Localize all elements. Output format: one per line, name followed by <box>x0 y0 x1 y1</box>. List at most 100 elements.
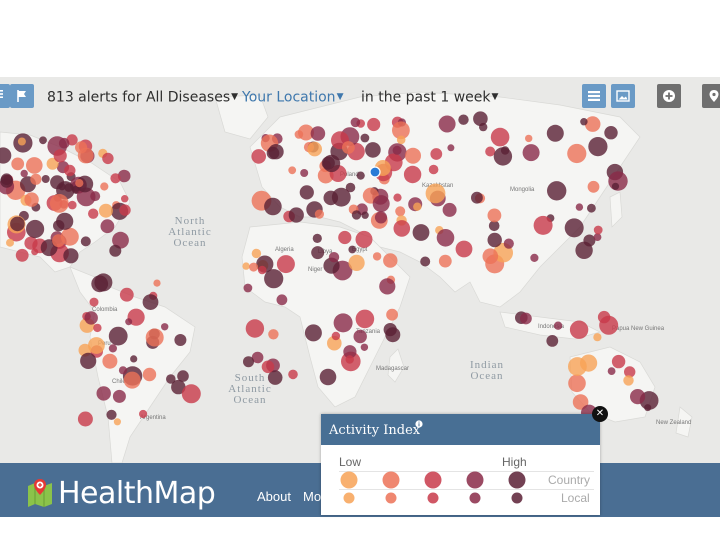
alert-marker[interactable] <box>100 219 115 234</box>
alert-marker[interactable] <box>77 147 94 164</box>
alert-marker[interactable] <box>181 384 201 404</box>
alert-marker[interactable] <box>88 337 105 354</box>
alert-marker[interactable] <box>342 141 355 154</box>
alert-marker[interactable] <box>425 183 446 204</box>
world-map[interactable]: North Atlantic Ocean South Atlantic Ocean In… <box>0 77 720 463</box>
alert-marker[interactable] <box>88 208 99 219</box>
alert-marker[interactable] <box>374 211 388 224</box>
alert-marker[interactable] <box>361 211 369 219</box>
alert-marker[interactable] <box>84 311 98 325</box>
alert-marker[interactable] <box>522 144 540 162</box>
alert-marker[interactable] <box>109 244 122 257</box>
alert-marker[interactable] <box>64 164 76 177</box>
alert-marker[interactable] <box>24 192 39 207</box>
alert-marker[interactable] <box>403 165 422 184</box>
alert-marker[interactable] <box>580 118 588 126</box>
alert-marker[interactable] <box>490 127 510 147</box>
alert-marker[interactable] <box>438 115 456 133</box>
alert-marker[interactable] <box>623 375 634 386</box>
alert-marker[interactable] <box>119 287 134 302</box>
alert-marker[interactable] <box>564 218 584 238</box>
alert-marker[interactable] <box>442 202 457 217</box>
alert-marker[interactable] <box>10 216 25 232</box>
alert-marker[interactable] <box>568 374 586 393</box>
alert-marker[interactable] <box>569 320 589 339</box>
alert-marker[interactable] <box>166 374 176 384</box>
alert-marker[interactable] <box>458 114 469 125</box>
alert-marker[interactable] <box>413 202 422 211</box>
alert-marker[interactable] <box>26 157 43 174</box>
alert-marker[interactable] <box>288 369 298 380</box>
alert-marker[interactable] <box>20 169 28 178</box>
alert-marker[interactable] <box>328 252 340 263</box>
alert-marker[interactable] <box>17 137 26 146</box>
alert-marker[interactable] <box>396 135 406 145</box>
alert-marker[interactable] <box>108 344 117 353</box>
alert-marker[interactable] <box>307 141 323 157</box>
alert-marker[interactable] <box>365 142 381 158</box>
alert-marker[interactable] <box>604 126 618 140</box>
alert-marker[interactable] <box>125 318 133 326</box>
alert-marker[interactable] <box>245 319 265 338</box>
alert-marker[interactable] <box>123 371 141 389</box>
alert-marker[interactable] <box>100 182 109 191</box>
alert-marker[interactable] <box>53 149 67 163</box>
alert-marker[interactable] <box>91 275 109 293</box>
locate-button[interactable] <box>702 84 720 108</box>
alert-marker[interactable] <box>251 351 264 364</box>
alert-marker[interactable] <box>630 389 646 405</box>
alert-marker[interactable] <box>108 326 128 346</box>
alert-marker[interactable] <box>485 146 496 157</box>
alert-marker[interactable] <box>372 252 382 261</box>
alert-marker[interactable] <box>243 356 254 368</box>
close-icon[interactable]: ✕ <box>592 406 608 422</box>
alert-marker[interactable] <box>89 297 99 307</box>
alert-marker[interactable] <box>80 352 97 369</box>
alert-marker[interactable] <box>471 191 483 204</box>
alert-marker[interactable] <box>611 182 620 190</box>
alert-marker[interactable] <box>356 171 365 180</box>
alert-marker[interactable] <box>455 240 473 258</box>
alert-marker[interactable] <box>102 152 114 165</box>
alert-marker[interactable] <box>75 179 84 188</box>
alert-marker[interactable] <box>6 238 14 247</box>
alert-marker[interactable] <box>171 379 186 395</box>
alert-marker[interactable] <box>312 233 322 243</box>
alert-marker[interactable] <box>299 185 314 200</box>
alert-marker[interactable] <box>436 229 455 247</box>
alert-marker[interactable] <box>30 173 42 185</box>
alert-marker[interactable] <box>251 149 266 164</box>
alert-marker[interactable] <box>288 166 297 175</box>
alert-marker[interactable] <box>487 208 502 223</box>
alert-marker[interactable] <box>607 367 616 375</box>
alert-marker[interactable] <box>118 366 128 375</box>
alert-marker[interactable] <box>310 126 326 141</box>
alert-marker[interactable] <box>350 117 361 128</box>
alert-marker[interactable] <box>393 193 402 202</box>
alert-marker[interactable] <box>49 194 69 213</box>
alert-marker[interactable] <box>276 255 295 274</box>
alert-marker[interactable] <box>438 254 452 268</box>
alert-marker[interactable] <box>56 212 74 230</box>
alert-marker[interactable] <box>493 147 513 166</box>
alert-marker[interactable] <box>63 248 79 264</box>
alert-marker[interactable] <box>372 195 390 213</box>
alert-marker[interactable] <box>177 370 189 382</box>
alert-marker[interactable] <box>25 219 45 239</box>
healthmap-logo-icon[interactable] <box>26 478 54 508</box>
location-dropdown[interactable]: Your Location▼ <box>242 88 343 107</box>
alert-marker[interactable] <box>52 234 65 248</box>
alert-marker[interactable] <box>0 173 13 185</box>
alert-marker[interactable] <box>345 355 354 364</box>
alert-marker[interactable] <box>525 134 533 143</box>
alert-marker[interactable] <box>112 231 129 249</box>
list-view-button[interactable] <box>0 84 10 108</box>
alert-marker[interactable] <box>314 209 324 219</box>
table-view-button[interactable] <box>582 84 606 108</box>
alert-marker[interactable] <box>343 345 357 359</box>
alert-marker[interactable] <box>353 329 367 344</box>
alert-marker[interactable] <box>77 411 93 427</box>
info-icon[interactable] <box>415 420 423 428</box>
alert-marker[interactable] <box>611 354 626 369</box>
alert-marker[interactable] <box>304 324 322 342</box>
